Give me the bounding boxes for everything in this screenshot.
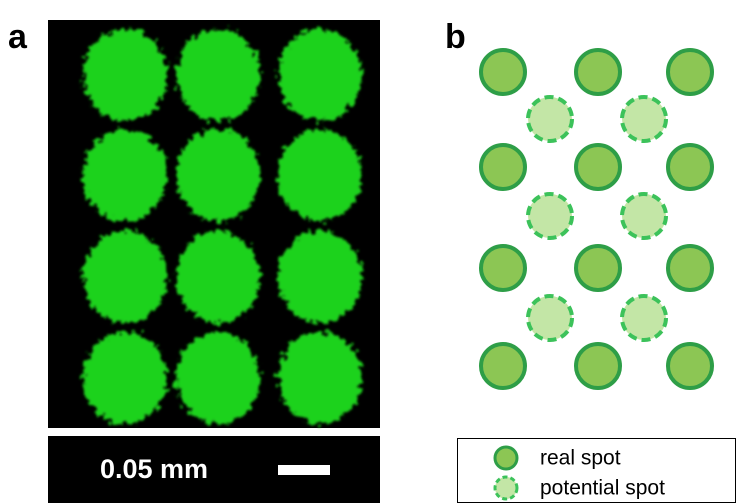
real-spot <box>481 344 525 388</box>
fluorescent-spot <box>278 231 362 323</box>
fluorescent-spot <box>83 231 167 323</box>
panel-label: b <box>445 18 466 56</box>
real-spot <box>668 246 712 290</box>
fluorescent-spot <box>278 29 362 121</box>
legend-potential-icon <box>495 477 517 499</box>
real-spot <box>668 145 712 189</box>
real-spot <box>668 344 712 388</box>
fluorescent-spot <box>278 332 362 424</box>
real-spot <box>668 50 712 94</box>
fluorescent-spot <box>176 231 260 323</box>
spot-diagram <box>481 50 712 388</box>
potential-spot <box>528 97 572 141</box>
potential-spot <box>622 296 666 340</box>
scale-box <box>48 436 380 503</box>
real-spot <box>481 145 525 189</box>
real-spot <box>576 145 620 189</box>
scale-label: 0.05 mm <box>100 454 208 484</box>
fluorescent-spot <box>83 332 167 424</box>
potential-spot <box>528 296 572 340</box>
potential-spot <box>622 97 666 141</box>
potential-spot <box>528 194 572 238</box>
panel-label: a <box>8 18 28 56</box>
fluorescent-spot <box>278 129 362 221</box>
fluorescent-spot <box>176 129 260 221</box>
fluorescent-spot <box>176 332 260 424</box>
fluorescent-spot <box>83 29 167 121</box>
fluorescent-spot <box>83 129 167 221</box>
legend-real-icon <box>495 447 517 469</box>
legend-label: real spot <box>540 447 621 470</box>
potential-spot <box>622 194 666 238</box>
fluorescent-spot <box>176 29 260 121</box>
real-spot <box>481 246 525 290</box>
figure: a 0.05 mm b real spot potential spot <box>0 0 736 503</box>
real-spot <box>576 344 620 388</box>
real-spot <box>481 50 525 94</box>
scale-bar <box>278 465 330 475</box>
real-spot <box>576 246 620 290</box>
legend-label: potential spot <box>540 477 665 500</box>
real-spot <box>576 50 620 94</box>
